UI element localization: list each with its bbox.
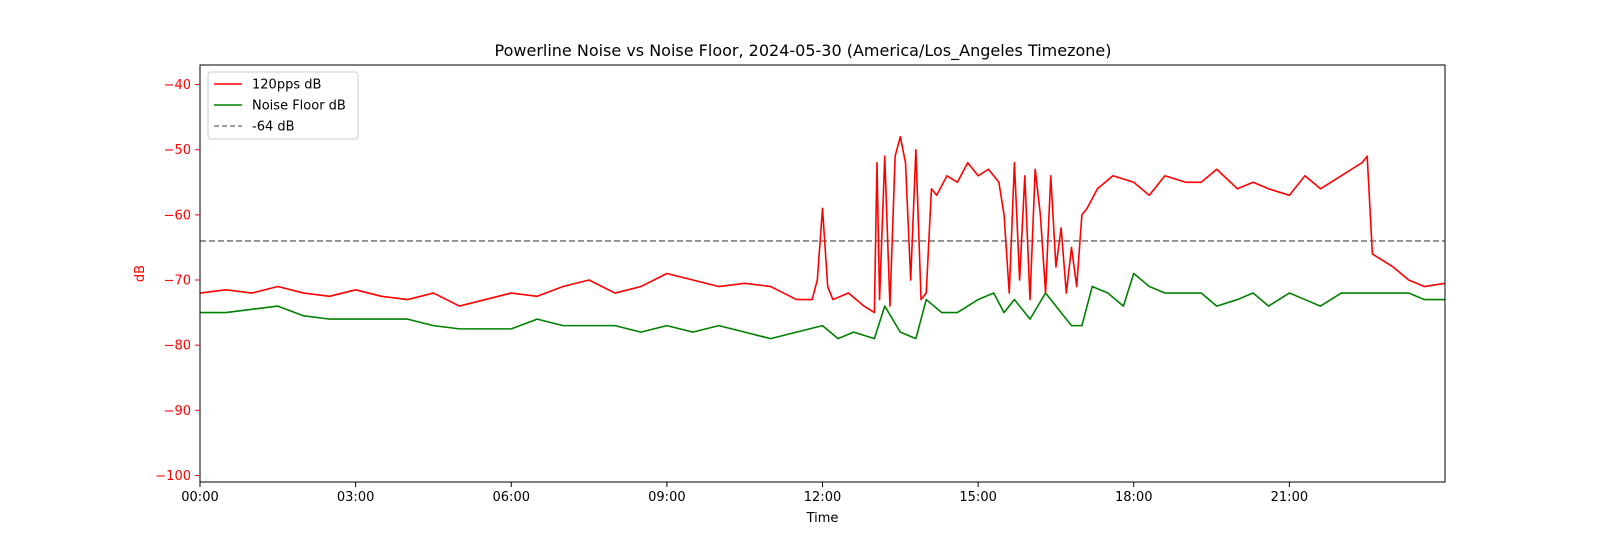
legend-label: -64 dB [252, 120, 295, 135]
x-tick-label: 18:00 [1115, 490, 1152, 505]
legend: 120pps dB Noise Floor dB -64 dB [207, 71, 359, 140]
x-tick-label: 00:00 [181, 490, 218, 505]
y-tick-label: −60 [164, 208, 191, 223]
y-tick-label: −90 [164, 404, 191, 419]
y-tick-label: −70 [164, 274, 191, 289]
legend-label: Noise Floor dB [252, 99, 346, 114]
x-tick-label: 09:00 [648, 490, 685, 505]
x-tick-label: 03:00 [337, 490, 374, 505]
series-line-1 [200, 272, 1445, 340]
x-tick-label: 12:00 [804, 490, 841, 505]
legend-label: 120pps dB [252, 78, 321, 93]
x-axis-ticks: 00:00 03:00 06:00 09:00 12:00 15:00 18:00 21:00 [181, 482, 1308, 505]
x-tick-label: 15:00 [959, 490, 996, 505]
x-tick-label: 06:00 [493, 490, 530, 505]
y-tick-label: −80 [164, 339, 191, 354]
chart-title: Powerline Noise vs Noise Floor, 2024-05-… [495, 41, 1112, 61]
x-tick-label: 21:00 [1271, 490, 1308, 505]
series-line-0 [200, 135, 1445, 314]
y-tick-label: −50 [164, 143, 191, 158]
y-axis-ticks: −40 −50 −60 −70 −80 −90 −100 [155, 78, 200, 484]
y-axis-label: dB [133, 265, 148, 282]
y-tick-label: −100 [155, 469, 191, 484]
legend-box [207, 71, 359, 140]
x-axis-label: Time [806, 511, 839, 526]
plot-frame [199, 64, 1446, 483]
plot-area [200, 135, 1445, 340]
y-tick-label: −40 [164, 78, 191, 93]
